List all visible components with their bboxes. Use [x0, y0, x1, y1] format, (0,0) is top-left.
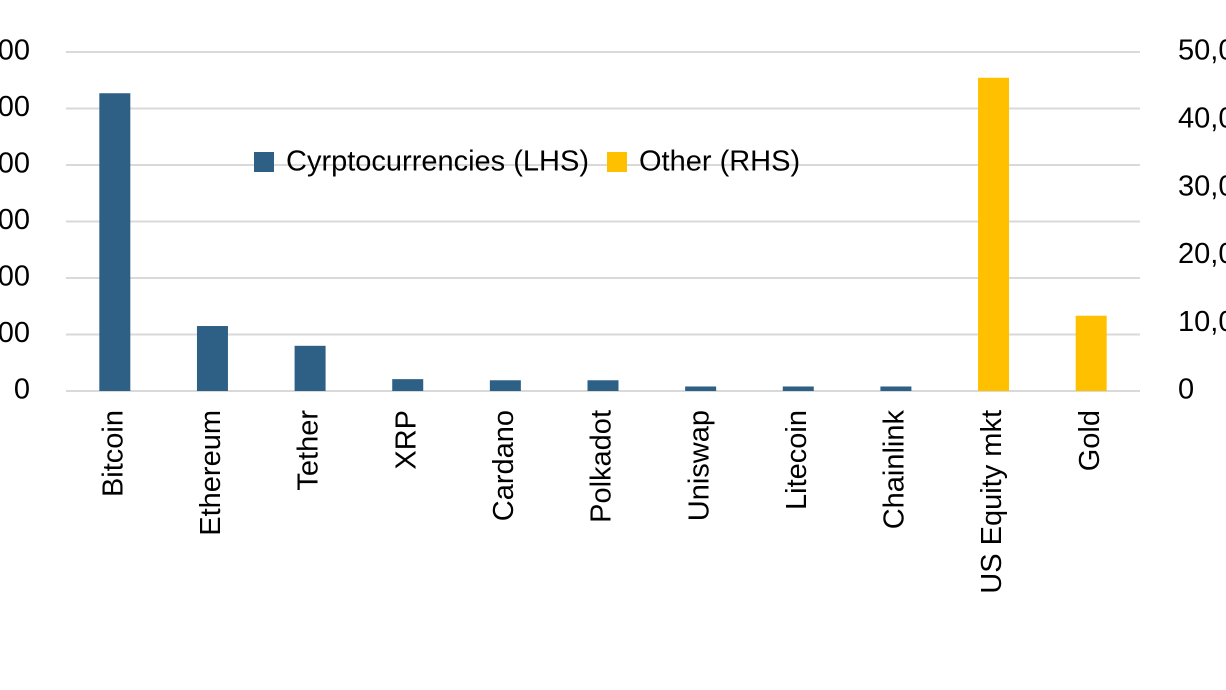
x-tick-label: XRP	[390, 410, 422, 470]
y2-tick-label: 40,000	[1178, 102, 1226, 134]
legend-swatch	[606, 152, 627, 172]
legend-label: Cyrptocurrencies (LHS)	[286, 146, 589, 178]
bar	[392, 379, 424, 391]
y-tick-label: 0	[14, 374, 30, 406]
y2-tick-label: 50,000	[1178, 35, 1226, 67]
x-tick-label: Litecoin	[781, 410, 813, 510]
bar	[880, 386, 912, 391]
x-tick-label: Polkadot	[586, 410, 618, 523]
y-tick-label: 400	[0, 148, 30, 180]
legend-label: Other (RHS)	[639, 146, 800, 178]
x-tick-label: Bitcoin	[97, 410, 129, 497]
x-tick-label: Chainlink	[879, 410, 911, 530]
bar	[294, 345, 326, 391]
y2-tick-label: 10,000	[1178, 306, 1226, 338]
y-tick-label: 500	[0, 91, 30, 123]
y-tick-label: 600	[0, 35, 30, 67]
bar	[587, 380, 619, 391]
x-tick-label: US Equity mkt	[976, 410, 1008, 594]
legend-swatch	[254, 152, 274, 172]
y2-tick-label: 30,000	[1178, 170, 1226, 202]
bar	[685, 386, 717, 391]
x-tick-label: Uniswap	[683, 410, 715, 521]
y-tick-label: 100	[0, 317, 30, 349]
bar	[489, 380, 521, 391]
y2-tick-label: 0	[1178, 374, 1194, 406]
y2-tick-label: 20,000	[1178, 238, 1226, 270]
y-tick-label: 300	[0, 204, 30, 236]
bar	[196, 326, 228, 391]
x-tick-label: Gold	[1074, 410, 1106, 471]
bar	[782, 386, 814, 391]
bar	[99, 93, 131, 392]
x-tick-label: Ethereum	[195, 410, 227, 536]
x-tick-label: Tether	[293, 410, 325, 491]
x-tick-label: Cardano	[488, 410, 520, 521]
bar	[1075, 315, 1107, 391]
y-tick-label: 200	[0, 261, 30, 293]
bar	[978, 77, 1010, 391]
